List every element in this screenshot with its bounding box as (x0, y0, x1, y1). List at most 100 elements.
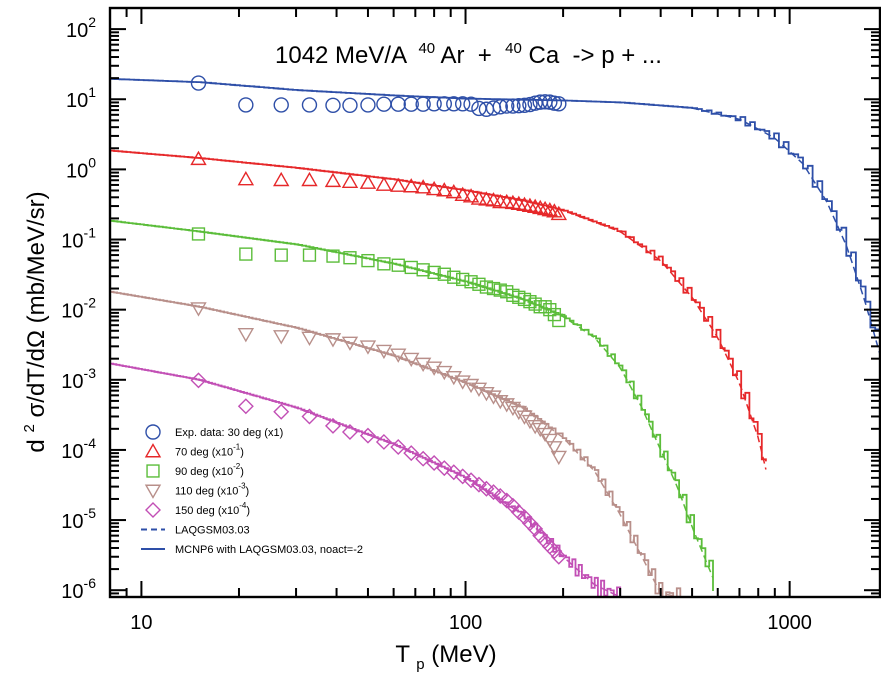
series-1-point-26 (532, 199, 549, 215)
series-1-point-2 (273, 171, 290, 187)
legend-marker-3 (144, 484, 162, 499)
x-axis-title-rest: (MeV) (431, 641, 496, 668)
plot-border (108, 6, 881, 599)
series-2-point-12 (437, 267, 451, 281)
series-3-point-15 (462, 378, 480, 394)
y-tick-label-5: 10-3 (61, 365, 96, 393)
series-0-point-0 (190, 75, 207, 91)
legend: Exp. data: 30 deg (x1)70 deg (x10-1)90 d… (141, 424, 363, 556)
series-3-point-9 (403, 352, 420, 368)
y-tick-label-5-base: 10 (61, 371, 83, 393)
series-4-point-1 (237, 398, 254, 415)
series-2-point-2 (274, 248, 288, 262)
legend-label-1: 70 deg (x10-1) (175, 443, 244, 459)
series-2-point-27 (538, 300, 552, 314)
series-3-point-26 (532, 422, 549, 438)
series-3-point-8 (390, 348, 407, 363)
legend-marker-1 (144, 443, 162, 458)
series-0-point-4 (325, 97, 341, 113)
series-4-point-30 (550, 548, 567, 565)
series-4-point-2 (273, 403, 290, 420)
series-4-point-25 (527, 520, 544, 537)
series-2-point-17 (479, 280, 494, 294)
series-2-point-24 (523, 295, 537, 309)
series-0-point-23 (516, 97, 533, 113)
series-0-point-19 (492, 99, 508, 115)
series-1-point-27 (536, 200, 554, 216)
series-4-point-6 (359, 427, 376, 444)
legend-marker-2 (146, 464, 160, 478)
legend-label-0: Exp. data: 30 deg (x1) (175, 427, 283, 439)
y-tick-label-2: 100 (66, 154, 96, 182)
legend-label-2-exp: -2 (233, 462, 241, 471)
legend-label-0-text: Exp. data: 30 deg (x1) (175, 427, 283, 439)
series-2-point-8 (391, 258, 405, 272)
series-1-mcnp6-curve (110, 149, 767, 462)
axes-frame (108, 6, 881, 599)
series-3-point-30 (550, 450, 568, 466)
chart-title-energy: 1042 MeV/A (275, 42, 407, 69)
y-tick-label-3: 10-1 (61, 225, 96, 253)
series-2-point-11 (427, 265, 441, 280)
legend-label-1-close: ) (240, 447, 244, 459)
series-1-point-4 (324, 172, 342, 188)
series-1-point-15 (462, 188, 480, 203)
x-tick-label-1: 100 (449, 612, 482, 634)
y-axis-title-sup: 2 (21, 424, 38, 432)
series-1-point-3 (301, 171, 318, 187)
series-1-point-25 (526, 198, 544, 214)
series-0-point-11 (426, 96, 442, 112)
series-2-mcnp6-curve (110, 219, 714, 591)
y-tick-label-4-exp: -2 (84, 295, 97, 311)
series-2-point-7 (377, 257, 391, 271)
chart-title-projectile-mass: 40 (418, 40, 435, 57)
y-tick-label-1-exp: 1 (88, 84, 96, 100)
series-3-point-5 (341, 336, 359, 351)
series-4-point-14 (454, 468, 471, 485)
series-2-point-0 (191, 227, 206, 241)
series-1-point-28 (541, 202, 559, 217)
y-tick-label-4-base: 10 (61, 301, 83, 323)
x-axis-title: T p (MeV) (395, 641, 496, 675)
y-axis-title-body: σ/dT/dΩ (mb/MeV/sr) (23, 191, 50, 417)
series-1-point-12 (436, 182, 453, 197)
y-tick-label-0-exp: 2 (88, 14, 96, 30)
x-axis-title-base: T (395, 641, 410, 668)
series-4-point-4 (324, 417, 341, 434)
series-0-point-7 (376, 96, 392, 112)
series-0-point-8 (390, 96, 406, 112)
y-tick-label-7-base: 10 (61, 511, 83, 533)
series-1-point-1 (237, 170, 255, 186)
y-tick-label-1-base: 10 (66, 90, 88, 112)
series-3-point-22 (510, 405, 528, 421)
legend-label-3-exp: -3 (238, 482, 246, 491)
series-2-point-30 (552, 313, 566, 328)
series-2-point-16 (472, 277, 486, 291)
series-3-point-21 (504, 401, 522, 417)
series-3-point-28 (541, 433, 559, 449)
series-4-laqgsm-curve (110, 362, 621, 597)
legend-label-4-text: 150 deg (x10 (175, 505, 239, 517)
y-tick-label-3-exp: -1 (84, 225, 97, 241)
series-1-point-23 (516, 196, 533, 212)
legend-label-1-exp: -1 (233, 443, 241, 452)
series-3-point-7 (375, 344, 393, 360)
x-tick-label-0: 10 (130, 612, 152, 634)
series-1-point-16 (470, 190, 488, 205)
y-tick-label-8: 10-6 (61, 575, 96, 603)
series-0-point-3 (301, 97, 318, 113)
y-tick-label-6-exp: -4 (84, 435, 97, 451)
series-layer (110, 75, 880, 597)
chart-title-projectile: Ar (440, 42, 464, 69)
series-1-point-8 (390, 177, 407, 192)
chart-title-plus: + (471, 42, 498, 69)
series-4-point-16 (470, 476, 487, 493)
legend-label-3-text: 110 deg (x10 (175, 486, 238, 498)
chart-title: 1042 MeV/A 40 Ar + 40 Ca -> p + ... (275, 32, 662, 69)
series-3-point-24 (521, 414, 539, 430)
series-1-point-9 (403, 178, 420, 193)
series-4-point-18 (485, 484, 502, 501)
series-1-point-14 (454, 186, 471, 202)
y-tick-label-7-exp: -5 (84, 505, 97, 521)
